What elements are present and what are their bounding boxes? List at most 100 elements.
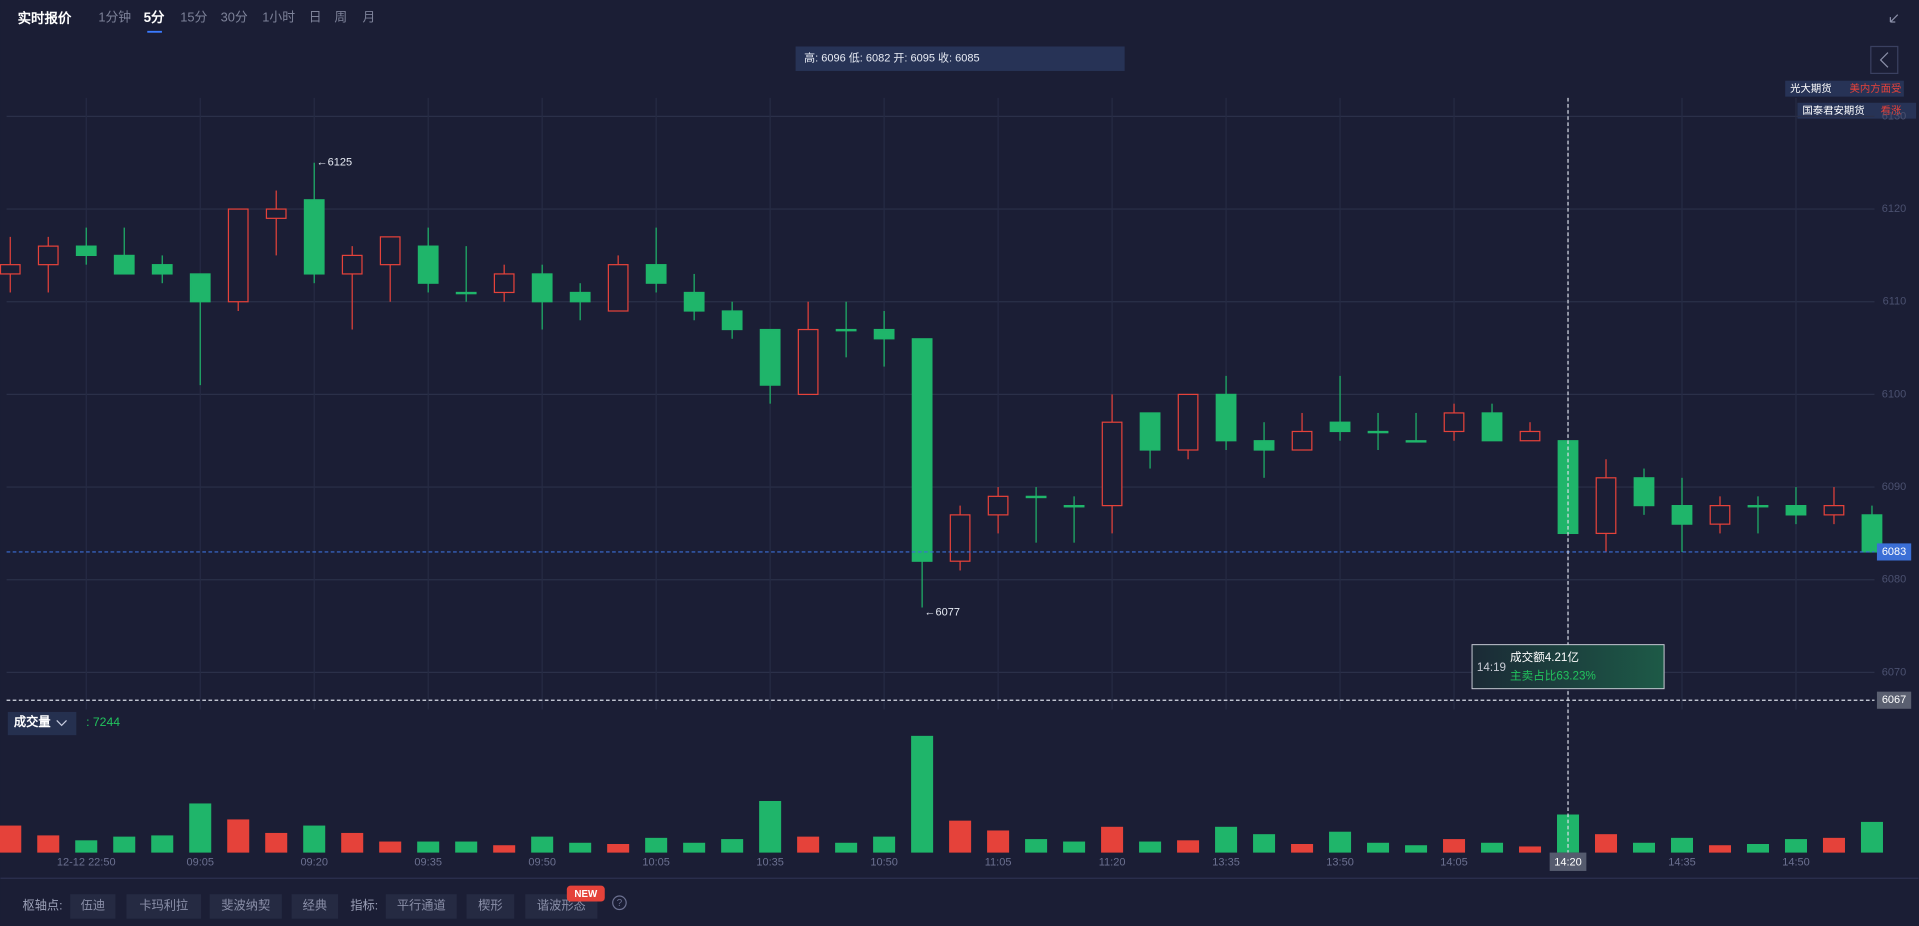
candle-body (151, 264, 173, 275)
timeframe-tab[interactable]: 周 (334, 10, 347, 25)
help-label: ? (617, 898, 623, 909)
pivot-button[interactable] (209, 894, 282, 919)
crosshair-price-label: 6067 (1882, 694, 1906, 706)
x-tick-label: 11:05 (985, 856, 1012, 868)
volume-bar (37, 835, 60, 853)
high-label: ←6125 (317, 157, 352, 169)
indicator-button-label: 楔形 (478, 899, 502, 913)
volume-bar (1595, 834, 1618, 853)
volume-bar (1139, 841, 1162, 853)
candle-body (75, 245, 97, 257)
pivot-button-label: 卡玛利拉 (139, 898, 188, 913)
volume-header: 成交量 (14, 714, 51, 729)
timeframe-tab[interactable]: 日 (309, 10, 322, 25)
candle-body (607, 264, 629, 312)
volume-bar (0, 825, 22, 853)
candle-body (569, 291, 591, 303)
volume-bar (417, 841, 440, 853)
candle-body (531, 273, 553, 303)
candle-body (1747, 504, 1769, 508)
candle-body (1405, 440, 1427, 443)
candle-body (265, 208, 287, 219)
volume-bar (493, 845, 516, 853)
volume-bar (949, 820, 972, 853)
legend-badge-name: 国泰君安期货 (1802, 104, 1864, 117)
volume-bar (721, 839, 744, 853)
volume-bar (75, 840, 98, 853)
timeframe-tab[interactable]: 月 (363, 10, 376, 25)
candle-body (1595, 477, 1617, 535)
volume-bar (873, 836, 896, 853)
tooltip-bg (1471, 644, 1665, 690)
chevron (56, 720, 67, 727)
x-tick-label: 12-12 22:50 (57, 856, 116, 868)
volume-bar (1291, 844, 1314, 853)
candle-body (1139, 412, 1161, 451)
info-bar: 高: 6096 低: 6082 开: 6095 收: 6085 (804, 51, 980, 65)
y-tick-label: 6120 (1882, 203, 1906, 215)
pivot-button-label: 伍迪 (81, 899, 105, 913)
volume-bar (569, 842, 592, 853)
x-tick-label: 14:05 (1440, 856, 1468, 868)
volume-bar (1177, 840, 1200, 853)
x-tick-label: 14:35 (1668, 856, 1696, 868)
candle-body (455, 291, 477, 295)
y-tick-label: 6070 (1882, 666, 1906, 678)
volume-bar (455, 841, 478, 853)
pivot-button[interactable] (126, 894, 202, 919)
volume-bar (1519, 846, 1542, 853)
x-tick-label: 14:50 (1782, 856, 1810, 868)
crosshair-price-badge (1876, 691, 1912, 709)
candle-body (1215, 393, 1237, 442)
candle-body (683, 291, 705, 312)
last-price-badge (1876, 543, 1912, 561)
tooltip-ratio: 主卖占比63.23% (1510, 669, 1596, 683)
indicator-button[interactable] (385, 894, 457, 919)
pivot-button[interactable] (291, 894, 339, 919)
candle-body (759, 328, 781, 386)
indicator-button-label: 平行通道 (397, 899, 446, 913)
timeframe-tab[interactable]: 30分 (221, 10, 248, 25)
timeframe-tab[interactable]: 1小时 (262, 10, 295, 25)
volume-bar (1329, 831, 1352, 853)
volume-bar (1101, 826, 1124, 853)
volume-bar (189, 803, 212, 853)
candle-body (1253, 440, 1275, 451)
candle-body (987, 495, 1009, 516)
candle-body (417, 245, 439, 284)
timeframe-tab[interactable]: 1分钟 (98, 10, 131, 25)
x-tick-label: 10:05 (642, 856, 670, 868)
timeframe-tab[interactable]: 5分 (144, 10, 165, 25)
indicator-button[interactable] (466, 894, 515, 919)
volume-bar (341, 832, 364, 853)
collapse-button[interactable] (1870, 45, 1899, 75)
x-tick-label: 10:35 (756, 856, 784, 868)
pivot-label: 枢轴点: (22, 898, 62, 913)
pivot-button[interactable] (70, 894, 116, 919)
new-badge (566, 885, 605, 902)
candle-body (873, 328, 895, 340)
volume-bar (531, 836, 554, 853)
crosshair-time-badge (1549, 852, 1587, 871)
timeframe-tab[interactable]: 15分 (180, 10, 207, 25)
tooltip-time: 14:19 (1477, 661, 1506, 674)
y-tick-label: 6110 (1883, 296, 1907, 308)
volume-bar (1443, 839, 1466, 853)
volume-bar (1405, 845, 1428, 853)
candle-body (1481, 412, 1503, 442)
candle-body (797, 328, 819, 396)
volume-bar (607, 844, 630, 853)
help-icon[interactable] (612, 895, 627, 911)
shrink-icon[interactable] (1889, 14, 1899, 23)
volume-header-bg[interactable] (7, 711, 77, 736)
candle-body (341, 254, 363, 275)
candle-body (1291, 430, 1313, 451)
candle-body (1101, 421, 1123, 507)
candle-body (645, 264, 667, 284)
legend-badge-note: 美内方面受 (1850, 82, 1902, 95)
volume-bar (227, 819, 250, 853)
pivot-button-label: 经典 (303, 899, 327, 913)
volume-bar (1025, 839, 1048, 853)
